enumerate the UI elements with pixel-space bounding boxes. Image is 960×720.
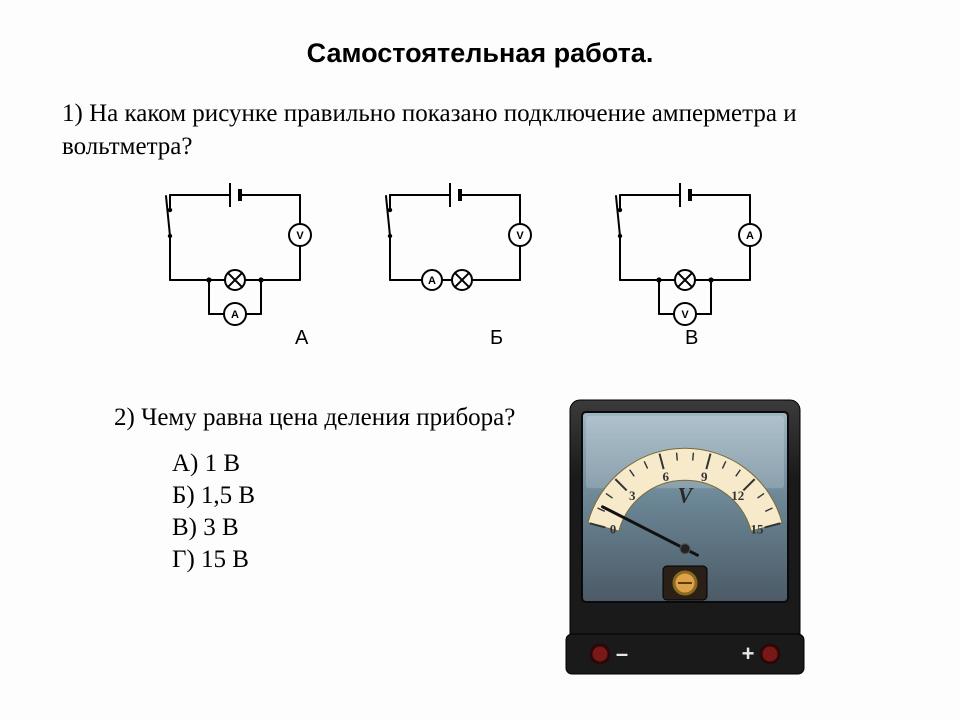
- svg-text:12: 12: [731, 488, 744, 503]
- voltmeter-device: 0 3 6 9 12 15 V – +: [560, 395, 810, 695]
- svg-text:V: V: [296, 230, 304, 242]
- svg-text:0: 0: [610, 522, 617, 537]
- schematic-row: VA AV AV А Б В: [110, 180, 850, 360]
- answer-option-a: А) 1 В: [172, 448, 255, 480]
- svg-text:+: +: [742, 641, 755, 666]
- svg-text:V: V: [678, 482, 695, 507]
- schematic-label-a: А: [295, 327, 308, 350]
- schematic-label-c: В: [685, 327, 698, 350]
- svg-text:A: A: [231, 309, 239, 321]
- answer-option-b: Б) 1,5 В: [172, 480, 255, 512]
- svg-text:V: V: [516, 230, 524, 242]
- svg-text:3: 3: [629, 488, 636, 503]
- question-2-text: 2) Чему равна цена деления прибора?: [114, 404, 515, 432]
- question-1-text: 1) На каком рисунке правильно показано п…: [62, 98, 882, 163]
- answer-option-d: Г) 15 В: [172, 544, 255, 576]
- svg-text:A: A: [746, 230, 754, 242]
- svg-text:A: A: [428, 275, 436, 287]
- svg-text:–: –: [616, 641, 628, 666]
- schematic-c: AV: [600, 180, 770, 345]
- svg-text:9: 9: [701, 469, 708, 484]
- schematic-a: VA: [150, 180, 320, 345]
- svg-text:15: 15: [750, 522, 764, 537]
- schematic-b: AV: [370, 180, 540, 345]
- svg-text:6: 6: [662, 469, 669, 484]
- svg-text:V: V: [681, 309, 689, 321]
- schematic-label-b: Б: [490, 327, 503, 350]
- answer-options: А) 1 В Б) 1,5 В В) 3 В Г) 15 В: [172, 448, 255, 576]
- page-title: Самостоятельная работа.: [0, 38, 960, 69]
- answer-option-c: В) 3 В: [172, 512, 255, 544]
